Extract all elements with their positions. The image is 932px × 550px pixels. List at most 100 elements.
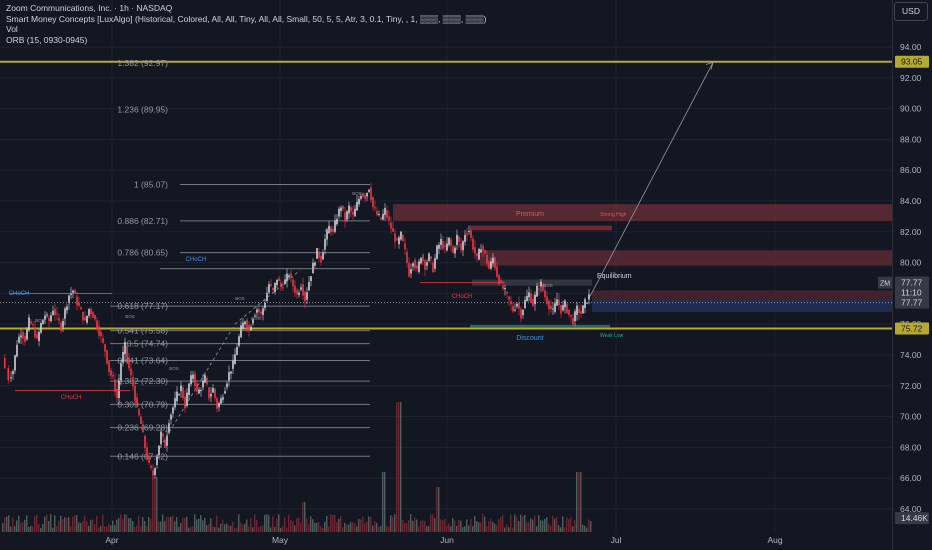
volume-bar	[34, 516, 36, 532]
volume-bar	[370, 516, 372, 532]
candle-body	[282, 287, 284, 289]
candle-body	[184, 396, 186, 409]
volume-bar	[536, 526, 538, 532]
volume-bar	[584, 525, 586, 532]
candle-body	[56, 313, 58, 315]
candle-body	[148, 456, 150, 463]
candle-body	[192, 374, 194, 379]
price-axis[interactable]: 94.00 92.00 90.00 88.00 86.00 84.00 82.00 80.00…	[878, 42, 929, 525]
volume-bar	[52, 527, 54, 532]
candle-body	[30, 321, 32, 324]
volume-bar	[44, 516, 46, 532]
volume-bar	[348, 524, 350, 532]
volume-bar	[158, 521, 160, 532]
volume-bar	[284, 517, 286, 532]
grid	[0, 0, 892, 532]
candle-body	[488, 261, 490, 269]
currency-button[interactable]: USD	[894, 2, 928, 21]
volume-bar	[400, 402, 402, 532]
candle-body	[406, 251, 408, 263]
candle-body	[324, 239, 326, 250]
candle-body	[154, 468, 156, 476]
candle-body	[52, 310, 54, 315]
candle-body	[150, 465, 152, 468]
volume-bar	[524, 514, 526, 532]
candle-body	[516, 303, 518, 307]
candle-body	[272, 288, 274, 291]
candle-body	[188, 383, 190, 395]
candle-body	[210, 393, 212, 397]
volume-bar	[74, 515, 76, 532]
volume-bar	[482, 514, 484, 532]
price-label-box	[895, 512, 929, 525]
candle-body	[60, 322, 62, 331]
volume-bar	[458, 519, 460, 532]
candle-body	[490, 261, 492, 269]
candle-body	[190, 375, 192, 385]
candle-body	[338, 208, 340, 217]
candle-body	[218, 402, 220, 408]
volume-bar	[456, 525, 458, 532]
candle-body	[448, 237, 450, 245]
volume-bar	[306, 518, 308, 532]
orb-indicator-label[interactable]: ORB (15, 0930-0945)	[6, 34, 88, 45]
volume-bar	[54, 515, 56, 532]
time-axis[interactable]: Apr May Jun Jul Aug	[105, 535, 782, 545]
volume-bar	[504, 527, 506, 532]
candle-body	[560, 304, 562, 314]
volume-bar	[14, 525, 16, 532]
candle-body	[524, 299, 526, 309]
bos-label: BOS	[125, 314, 135, 319]
candle-body	[10, 377, 12, 379]
volume-bar	[192, 526, 194, 532]
candle-body	[352, 211, 354, 215]
volume-bar	[462, 527, 464, 532]
candle-body	[360, 196, 362, 199]
candle-body	[54, 308, 56, 316]
price-tick-label: 84.00	[900, 196, 922, 206]
volume-indicator-label[interactable]: Vol	[6, 24, 18, 34]
candle-body	[280, 282, 282, 288]
candle-body	[248, 324, 250, 331]
volume-bar	[202, 520, 204, 532]
volume-bar	[222, 519, 224, 532]
volume-bar	[78, 522, 80, 532]
candle-body	[404, 243, 406, 250]
smc-indicator-label[interactable]: Smart Money Concepts [LuxAlgo] (Historic…	[6, 13, 487, 24]
volume-bar	[190, 526, 192, 532]
symbol-title[interactable]: Zoom Communications, Inc. · 1h · NASDAQ	[6, 3, 173, 13]
candle-body	[518, 302, 520, 309]
candle-body	[400, 231, 402, 240]
candle-body	[244, 321, 246, 325]
candle-body	[180, 385, 182, 392]
volume-bar	[314, 522, 316, 532]
candle-body	[28, 317, 30, 331]
volume-bar	[566, 517, 568, 532]
volume-bar	[258, 527, 260, 532]
volume-bar	[150, 518, 152, 532]
volume-bar	[552, 515, 554, 532]
volume-bar	[20, 522, 22, 532]
smc-zones	[0, 60, 892, 330]
discount-line	[470, 324, 610, 329]
volume-bar	[392, 517, 394, 532]
price-label-box	[895, 286, 929, 299]
volume-bar	[154, 477, 156, 532]
volume-bar	[506, 524, 508, 532]
volume-bar	[114, 525, 116, 532]
candle-body	[584, 299, 586, 309]
candle-body	[98, 325, 100, 336]
candle-body	[376, 211, 378, 215]
volume-bar	[120, 514, 122, 532]
time-tick-label: Aug	[767, 535, 782, 545]
volume-bar	[390, 515, 392, 532]
volume-bar	[168, 517, 170, 532]
candle-body	[522, 309, 524, 315]
candle-body	[426, 262, 428, 266]
candle-body	[474, 247, 476, 254]
volume-bar	[218, 527, 220, 532]
volume-bar	[248, 526, 250, 532]
volume-bar	[436, 487, 438, 532]
candle-body	[312, 262, 314, 274]
